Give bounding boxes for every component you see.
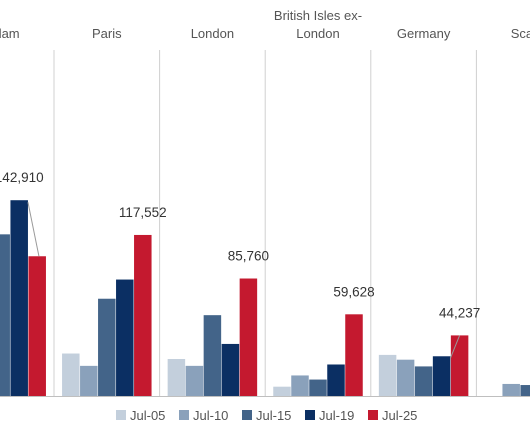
bar-jul-25 — [239, 278, 258, 396]
group-label: erdam — [0, 26, 20, 41]
bar-jul-05 — [378, 354, 397, 396]
group-label: London — [296, 26, 339, 41]
group-label: Scand — [511, 26, 530, 41]
leader-line — [27, 202, 40, 257]
bar-jul-19 — [327, 364, 345, 396]
legend-label: Jul-10 — [193, 408, 228, 423]
legend-label: Jul-19 — [319, 408, 354, 423]
bar-jul-25 — [450, 335, 469, 396]
legend-swatch-jul-19 — [305, 410, 315, 420]
data-label: 44,237 — [439, 305, 480, 320]
legend-swatch-jul-05 — [116, 410, 126, 420]
data-label: 142,910 — [0, 170, 44, 185]
bar-jul-15 — [0, 234, 10, 396]
bar-jul-19 — [221, 343, 240, 396]
bar-jul-15 — [203, 315, 222, 396]
legend-label: Jul-25 — [382, 408, 417, 423]
group-label: Germany — [397, 26, 451, 41]
bar-jul-15 — [309, 379, 327, 396]
legend-label: Jul-05 — [130, 408, 165, 423]
bar-jul-05 — [273, 386, 291, 396]
bar-jul-25 — [345, 314, 363, 396]
legend-label: Jul-15 — [256, 408, 291, 423]
data-label: 117,552 — [119, 205, 167, 220]
bar-jul-25 — [28, 256, 46, 396]
bar-jul-10 — [396, 359, 415, 396]
bar-jul-15 — [520, 385, 530, 396]
group-label: British Isles ex- — [274, 8, 362, 23]
bar-jul-19 — [10, 200, 28, 396]
bar-jul-10 — [291, 375, 309, 396]
bar-jul-25 — [134, 234, 152, 396]
legend-swatch-jul-15 — [242, 410, 252, 420]
data-label: 85,760 — [228, 249, 269, 264]
legend-swatch-jul-10 — [179, 410, 189, 420]
bar-jul-15 — [414, 366, 433, 396]
bar-jul-05 — [62, 353, 80, 396]
group-label: London — [191, 26, 234, 41]
bar-jul-10 — [185, 365, 204, 396]
legend-swatch-jul-25 — [368, 410, 378, 420]
bar-jul-05 — [167, 359, 186, 396]
data-label: 59,628 — [333, 284, 374, 299]
bar-jul-10 — [80, 365, 98, 396]
leader-line — [449, 335, 461, 359]
bar-jul-15 — [98, 298, 116, 396]
bar-jul-19 — [116, 279, 134, 396]
bar-jul-10 — [502, 383, 520, 396]
group-label: Paris — [92, 26, 122, 41]
bar-jul-19 — [432, 356, 451, 396]
